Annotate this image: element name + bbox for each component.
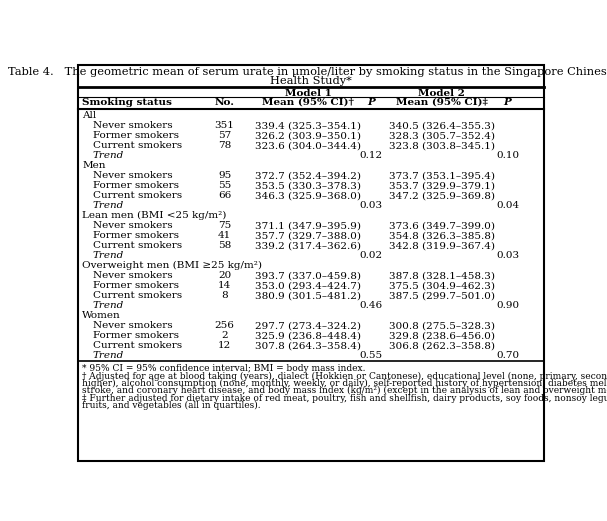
Text: 256: 256 <box>215 321 235 330</box>
Text: 14: 14 <box>218 281 231 290</box>
Text: 78: 78 <box>218 141 231 150</box>
Text: 57: 57 <box>218 131 231 140</box>
Text: 351: 351 <box>215 121 235 130</box>
Text: Current smokers: Current smokers <box>93 291 182 300</box>
Text: 326.2 (303.9–350.1): 326.2 (303.9–350.1) <box>256 131 361 140</box>
Text: 0.04: 0.04 <box>496 201 519 210</box>
Text: Model 2: Model 2 <box>418 89 465 98</box>
Text: 0.03: 0.03 <box>359 201 382 210</box>
Text: 373.6 (349.7–399.0): 373.6 (349.7–399.0) <box>388 221 495 230</box>
Text: 340.5 (326.4–355.3): 340.5 (326.4–355.3) <box>388 121 495 130</box>
Text: 387.5 (299.7–501.0): 387.5 (299.7–501.0) <box>388 291 495 300</box>
Text: 306.8 (262.3–358.8): 306.8 (262.3–358.8) <box>388 341 495 350</box>
Text: Never smokers: Never smokers <box>93 121 172 130</box>
Text: Mean (95% CI)‡: Mean (95% CI)‡ <box>396 98 487 107</box>
Text: Current smokers: Current smokers <box>93 341 182 350</box>
Text: 75: 75 <box>218 221 231 230</box>
Text: ‡ Further adjusted for dietary intake of red meat, poultry, fish and shellfish, : ‡ Further adjusted for dietary intake of… <box>82 394 607 403</box>
Text: 2: 2 <box>222 331 228 340</box>
Text: Trend: Trend <box>93 151 124 160</box>
Text: 0.03: 0.03 <box>496 251 519 260</box>
Text: 0.02: 0.02 <box>359 251 382 260</box>
Text: 0.70: 0.70 <box>496 351 519 360</box>
Text: Men: Men <box>82 161 106 170</box>
Text: 325.9 (236.8–448.4): 325.9 (236.8–448.4) <box>256 331 361 340</box>
Text: 346.3 (325.9–368.0): 346.3 (325.9–368.0) <box>256 191 361 200</box>
Text: Never smokers: Never smokers <box>93 171 172 180</box>
Text: Health Study*: Health Study* <box>270 77 351 86</box>
Text: 375.5 (304.9–462.3): 375.5 (304.9–462.3) <box>388 281 495 290</box>
Text: All: All <box>82 111 97 120</box>
Text: 323.6 (304.0–344.4): 323.6 (304.0–344.4) <box>256 141 361 150</box>
Text: Trend: Trend <box>93 201 124 210</box>
Text: 66: 66 <box>218 191 231 200</box>
Text: Current smokers: Current smokers <box>93 141 182 150</box>
Text: 393.7 (337.0–459.8): 393.7 (337.0–459.8) <box>256 271 361 280</box>
Text: Smoking status: Smoking status <box>82 98 172 107</box>
Text: 339.2 (317.4–362.6): 339.2 (317.4–362.6) <box>256 241 361 250</box>
Text: 0.90: 0.90 <box>496 301 519 310</box>
Text: 58: 58 <box>218 241 231 250</box>
Text: P: P <box>367 98 375 107</box>
Text: 353.7 (329.9–379.1): 353.7 (329.9–379.1) <box>388 181 495 190</box>
Text: Model 1: Model 1 <box>285 89 332 98</box>
Text: stroke, and coronary heart disease, and body mass index (kg/m²) (except in the a: stroke, and coronary heart disease, and … <box>82 386 607 395</box>
Text: 300.8 (275.5–328.3): 300.8 (275.5–328.3) <box>388 321 495 330</box>
Text: 12: 12 <box>218 341 231 350</box>
Text: Lean men (BMI <25 kg/m²): Lean men (BMI <25 kg/m²) <box>82 211 226 220</box>
Text: 0.46: 0.46 <box>359 301 382 310</box>
Text: Former smokers: Former smokers <box>93 331 179 340</box>
Text: 380.9 (301.5–481.2): 380.9 (301.5–481.2) <box>256 291 361 300</box>
Text: 373.7 (353.1–395.4): 373.7 (353.1–395.4) <box>388 171 495 180</box>
Text: higher), alcohol consumption (none, monthly, weekly, or daily), self-reported hi: higher), alcohol consumption (none, mont… <box>82 379 607 388</box>
Text: 323.8 (303.8–345.1): 323.8 (303.8–345.1) <box>388 141 495 150</box>
Text: 0.12: 0.12 <box>359 151 382 160</box>
Text: 371.1 (347.9–395.9): 371.1 (347.9–395.9) <box>256 221 361 230</box>
Text: Trend: Trend <box>93 351 124 360</box>
Text: fruits, and vegetables (all in quartiles).: fruits, and vegetables (all in quartiles… <box>82 401 260 410</box>
Text: Former smokers: Former smokers <box>93 181 179 190</box>
Text: 342.8 (319.9–367.4): 342.8 (319.9–367.4) <box>388 241 495 250</box>
Text: 0.10: 0.10 <box>496 151 519 160</box>
Text: 387.8 (328.1–458.3): 387.8 (328.1–458.3) <box>388 271 495 280</box>
Text: 339.4 (325.3–354.1): 339.4 (325.3–354.1) <box>256 121 361 130</box>
Text: Former smokers: Former smokers <box>93 131 179 140</box>
Text: P: P <box>504 98 512 107</box>
Text: 55: 55 <box>218 181 231 190</box>
Text: 0.55: 0.55 <box>359 351 382 360</box>
Text: Trend: Trend <box>93 251 124 260</box>
Text: 20: 20 <box>218 271 231 280</box>
Text: 328.3 (305.7–352.4): 328.3 (305.7–352.4) <box>388 131 495 140</box>
Text: Current smokers: Current smokers <box>93 191 182 200</box>
Text: * 95% CI = 95% confidence interval; BMI = body mass index.: * 95% CI = 95% confidence interval; BMI … <box>82 364 365 374</box>
Text: 347.2 (325.9–369.8): 347.2 (325.9–369.8) <box>388 191 495 200</box>
Text: 41: 41 <box>218 231 231 240</box>
Text: Mean (95% CI)†: Mean (95% CI)† <box>262 98 354 107</box>
Text: 95: 95 <box>218 171 231 180</box>
Text: Women: Women <box>82 311 121 320</box>
Text: 372.7 (352.4–394.2): 372.7 (352.4–394.2) <box>256 171 361 180</box>
Text: 357.7 (329.7–388.0): 357.7 (329.7–388.0) <box>256 231 361 240</box>
Text: Former smokers: Former smokers <box>93 231 179 240</box>
Text: 354.8 (326.3–385.8): 354.8 (326.3–385.8) <box>388 231 495 240</box>
Text: 8: 8 <box>222 291 228 300</box>
Text: Overweight men (BMI ≥25 kg/m²): Overweight men (BMI ≥25 kg/m²) <box>82 261 262 270</box>
Text: Former smokers: Former smokers <box>93 281 179 290</box>
Text: 353.5 (330.3–378.3): 353.5 (330.3–378.3) <box>256 181 361 190</box>
Text: Current smokers: Current smokers <box>93 241 182 250</box>
Text: Never smokers: Never smokers <box>93 321 172 330</box>
Text: Never smokers: Never smokers <box>93 271 172 280</box>
Text: Trend: Trend <box>93 301 124 310</box>
Text: 329.8 (238.6–456.0): 329.8 (238.6–456.0) <box>388 331 495 340</box>
Text: Table 4.   The geometric mean of serum urate in μmole/liter by smoking status in: Table 4. The geometric mean of serum ura… <box>8 67 607 77</box>
Text: 297.7 (273.4–324.2): 297.7 (273.4–324.2) <box>256 321 361 330</box>
Text: 353.0 (293.4–424.7): 353.0 (293.4–424.7) <box>256 281 361 290</box>
Text: Never smokers: Never smokers <box>93 221 172 230</box>
Text: No.: No. <box>215 98 235 107</box>
Text: † Adjusted for age at blood taking (years), dialect (Hokkien or Cantonese), educ: † Adjusted for age at blood taking (year… <box>82 371 607 381</box>
Text: 307.8 (264.3–358.4): 307.8 (264.3–358.4) <box>256 341 361 350</box>
